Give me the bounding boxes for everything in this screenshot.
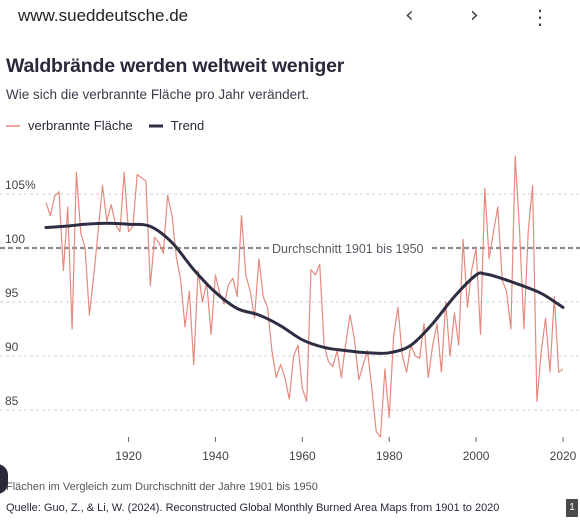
- x-tick-label: 1980: [376, 449, 403, 463]
- x-tick-label: 2000: [463, 449, 490, 463]
- vertical-dots-icon[interactable]: ⋮: [530, 5, 550, 29]
- legend-label-trend: Trend: [170, 118, 205, 133]
- trend-line: [44, 221, 565, 355]
- chart-source: Quelle: Guo, Z., & Li, W. (2024). Recons…: [6, 502, 500, 514]
- series-line-burned-area: [45, 155, 564, 438]
- reference-line-label: Durchschnitt 1901 bis 1950: [272, 242, 424, 256]
- x-tick-label: 2020: [550, 449, 577, 463]
- x-tick-label: 1940: [202, 449, 229, 463]
- legend-item-series: verbrannte Fläche: [6, 118, 133, 133]
- x-tick-label: 1920: [115, 449, 142, 463]
- chart-note: Flächen im Vergleich zum Durchschnitt de…: [6, 481, 318, 493]
- legend-item-trend: Trend: [148, 118, 205, 133]
- y-tick-label: 85: [5, 394, 19, 408]
- legend-label-series: verbrannte Fläche: [28, 118, 133, 133]
- chevron-left-icon[interactable]: ‹: [405, 3, 414, 28]
- y-tick-label: 90: [5, 340, 19, 354]
- y-tick-label: 105%: [5, 178, 36, 192]
- legend-swatch-trend: [148, 124, 163, 127]
- chart-legend: verbrannte Fläche Trend: [6, 118, 220, 133]
- legend-swatch-series: [6, 124, 20, 127]
- page-badge: 1: [566, 499, 578, 517]
- overlay-button[interactable]: [0, 464, 8, 494]
- x-tick-label: 1960: [289, 449, 316, 463]
- chevron-right-icon[interactable]: ›: [470, 3, 479, 28]
- browser-toolbar: www.sueddeutsche.de ‹ › ⋮: [0, 0, 580, 36]
- url-text[interactable]: www.sueddeutsche.de: [18, 6, 189, 25]
- reference-label-bg: [270, 239, 430, 256]
- chart-subtitle: Wie sich die verbrannte Fläche pro Jahr …: [6, 87, 310, 102]
- y-tick-label: 95: [5, 286, 19, 300]
- burned-area-chart: 85 90 95 100 105% Durchschnitt 1901 bis 1950 1…: [0, 155, 580, 463]
- chart-title: Waldbrände werden weltweit weniger: [6, 55, 345, 77]
- y-tick-label: 100: [5, 232, 25, 246]
